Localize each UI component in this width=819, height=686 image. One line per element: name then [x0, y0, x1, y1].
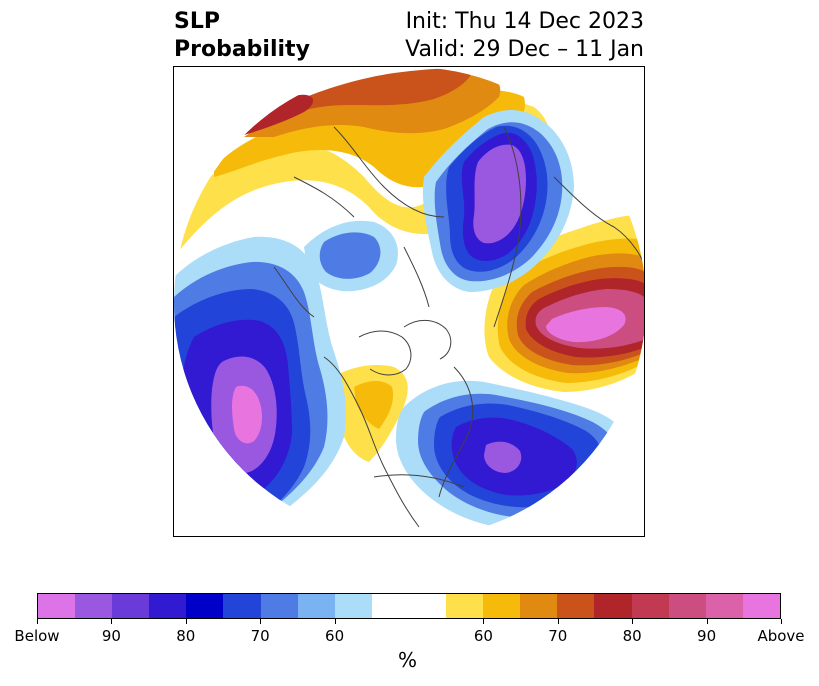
- colorbar-tick-mark: [334, 619, 336, 624]
- valid-period: Valid: 29 Dec – 11 Jan: [405, 37, 644, 62]
- colorbar-tick-label: 70: [548, 627, 568, 645]
- colorbar-tick-label: 90: [697, 627, 717, 645]
- coastlines: [273, 126, 644, 528]
- colorbar-swatch: [408, 594, 447, 618]
- colorbar-tick-label: 80: [622, 627, 642, 645]
- colorbar-tick-label: 70: [250, 627, 270, 645]
- colorbar-tick-mark: [37, 619, 38, 624]
- colorbar-tick-mark: [185, 619, 187, 624]
- colorbar-swatch: [260, 594, 298, 618]
- polar-map: [173, 66, 645, 537]
- colorbar-swatch: [186, 594, 224, 618]
- chart-title: SLP Probability: [174, 8, 310, 64]
- colorbar-swatch: [446, 594, 484, 618]
- colorbar-tick-label: 80: [176, 627, 196, 645]
- forecast-dates: Init: Thu 14 Dec 2023 Valid: 29 Dec – 11…: [405, 8, 644, 64]
- probability-field: [174, 67, 644, 536]
- colorbar-swatch: [742, 594, 780, 618]
- above-region-europe-85: [284, 68, 474, 117]
- colorbar-tick-label: 90: [101, 627, 121, 645]
- colorbar-tick-mark: [260, 619, 262, 624]
- map-svg: [174, 67, 644, 536]
- colorbar-swatch: [520, 594, 558, 618]
- colorbar-swatch: [483, 594, 521, 618]
- colorbar-swatch: [149, 594, 187, 618]
- colorbar-tick-mark: [111, 619, 113, 624]
- title-line-2: Probability: [174, 37, 310, 62]
- colorbar-swatch: [594, 594, 632, 618]
- colorbar-tick-mark: [632, 619, 634, 624]
- below-region-pacific-max: [232, 385, 262, 444]
- colorbar-swatch: [631, 594, 669, 618]
- colorbar-unit-label: %: [398, 648, 418, 672]
- title-line-1: SLP: [174, 9, 220, 34]
- colorbar-tick-mark: [483, 619, 485, 624]
- colorbar-swatch: [297, 594, 335, 618]
- colorbar-tick-label: 60: [473, 627, 493, 645]
- colorbar-swatch: [557, 594, 595, 618]
- colorbar-swatch: [705, 594, 743, 618]
- below-region-russia-90: [473, 144, 526, 244]
- colorbar-swatch: [75, 594, 113, 618]
- probability-colorbar: [37, 593, 781, 619]
- below-region-canada-60: [319, 232, 381, 279]
- above-region-namerica-60: [354, 381, 394, 429]
- colorbar-tick-mark: [706, 619, 708, 624]
- above-region-asia-max: [546, 307, 626, 343]
- colorbar-tick-label: Above: [757, 627, 805, 645]
- below-region-atlantic-85: [484, 441, 522, 473]
- init-date: Init: Thu 14 Dec 2023: [405, 9, 644, 34]
- colorbar-tick-label: 60: [325, 627, 345, 645]
- colorbar-swatch: [223, 594, 261, 618]
- colorbar-tick-mark: [557, 619, 559, 624]
- colorbar-tick-mark: [781, 619, 782, 624]
- colorbar-swatch: [668, 594, 706, 618]
- colorbar-swatch: [371, 594, 409, 618]
- colorbar-swatch: [38, 594, 76, 618]
- colorbar-tick-label: Below: [14, 627, 60, 645]
- colorbar-swatch: [334, 594, 372, 618]
- colorbar-swatch: [112, 594, 150, 618]
